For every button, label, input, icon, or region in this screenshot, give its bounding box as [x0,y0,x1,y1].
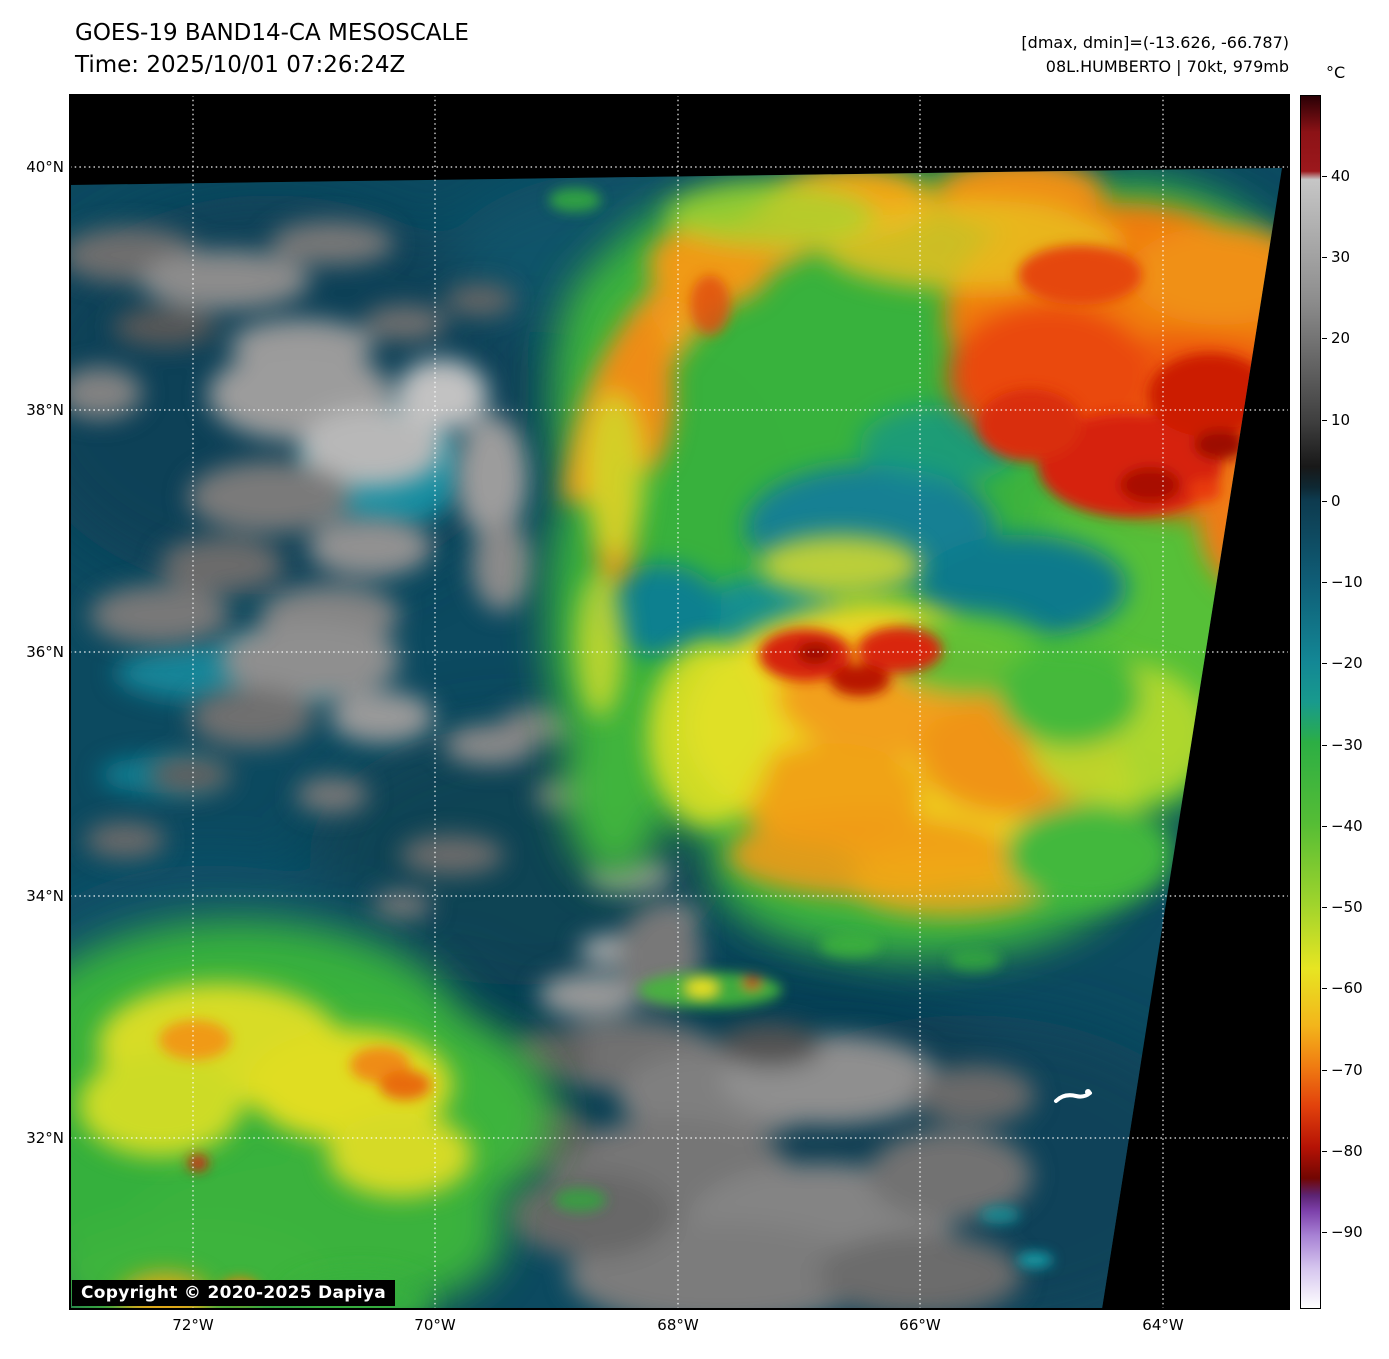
colorbar-tick-m80: −80 [1331,1142,1363,1160]
colorbar-tick-m90: −90 [1331,1223,1363,1241]
colorbar-tick-m30: −30 [1331,736,1363,754]
storm-cold-cores [159,245,1272,1302]
lon-label-64w: 64°W [1142,1316,1184,1334]
isolated-cells [549,188,1053,1268]
colorbar-tickmark [1322,338,1327,339]
lat-label-40n: 40°N [26,158,64,176]
colorbar-tickmark [1322,1070,1327,1071]
graticule-gridlines [70,95,1289,1309]
colorbar-tickmark [1322,582,1327,583]
lon-label-68w: 68°W [657,1316,699,1334]
colorbar-tickmark [1322,988,1327,989]
lon-label-66w: 66°W [899,1316,941,1334]
colorbar-tick-0: 0 [1331,492,1341,510]
colorbar-tick-10: 10 [1331,411,1351,429]
colorbar-tick-m10: −10 [1331,573,1363,591]
colorbar-tickmark [1322,907,1327,908]
data-swath [70,168,1282,1309]
colorbar-tick-40: 40 [1331,167,1351,185]
colorbar-tickmark [1322,501,1327,502]
colorbar-tickmark [1322,1232,1327,1233]
dmax-dmin-readout: [dmax, dmin]=(-13.626, -66.787) [1021,33,1289,52]
colorbar-tickmark [1322,1151,1327,1152]
colorbar-tickmark [1322,826,1327,827]
colorbar-tick-m40: −40 [1331,817,1363,835]
figure-title: GOES-19 BAND14-CA MESOSCALE [75,20,469,46]
white-squiggle [1054,1089,1092,1103]
colorbar-tick-20: 20 [1331,329,1351,347]
satellite-map-panel [69,94,1290,1310]
colorbar-tickmark [1322,420,1327,421]
colorbar-tickmark [1322,257,1327,258]
low-cloud-field [70,221,1035,1309]
satellite-ir-image [70,95,1289,1309]
colorbar [1300,95,1321,1309]
colorbar-unit-label: °C [1326,63,1346,82]
colorbar-tick-m50: −50 [1331,898,1363,916]
storm-info: 08L.HUMBERTO | 70kt, 979mb [1045,57,1289,76]
colorbar-tick-30: 30 [1331,248,1351,266]
colorbar-tickmark [1322,176,1327,177]
lat-label-36n: 36°N [26,643,64,661]
colorbar-tickmark [1322,745,1327,746]
lon-label-70w: 70°W [414,1316,456,1334]
figure-time: Time: 2025/10/01 07:26:24Z [75,52,406,78]
colorbar-tick-m60: −60 [1331,979,1363,997]
colorbar-tickmark [1322,663,1327,664]
lat-label-38n: 38°N [26,401,64,419]
axes-frame [70,95,1289,1309]
colorbar-tick-m70: −70 [1331,1061,1363,1079]
lon-label-72w: 72°W [172,1316,214,1334]
copyright-watermark: Copyright © 2020-2025 Dapiya [72,1280,395,1306]
lat-label-32n: 32°N [26,1129,64,1147]
lat-label-34n: 34°N [26,887,64,905]
colorbar-tick-m20: −20 [1331,654,1363,672]
